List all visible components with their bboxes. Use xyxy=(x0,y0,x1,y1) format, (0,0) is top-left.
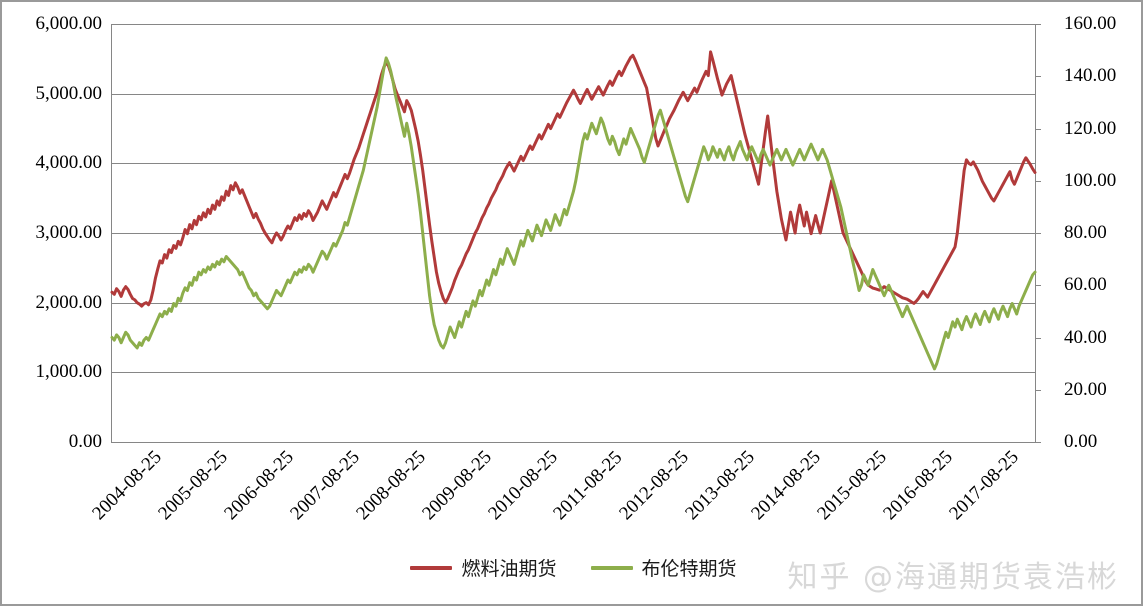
x-axis-tick-label: 2016-08-25 xyxy=(879,446,957,525)
x-axis-tick-label: 2006-08-25 xyxy=(220,446,298,525)
x-axis-tick-label: 2013-08-25 xyxy=(681,446,760,525)
x-axis-tick-label: 2005-08-25 xyxy=(154,446,232,525)
right-axis-tick-mark xyxy=(1035,442,1041,443)
right-axis-tick-mark xyxy=(1035,233,1041,234)
x-axis-tick-label: 2007-08-25 xyxy=(286,446,364,525)
left-axis-tick-label: 1,000.00 xyxy=(35,361,103,383)
right-axis-tick-label: 80.00 xyxy=(1064,222,1107,243)
left-axis-tick-label: 2,000.00 xyxy=(35,291,103,313)
right-axis-tick-mark xyxy=(1035,76,1041,78)
x-axis-tick-label: 2010-08-25 xyxy=(483,446,562,525)
right-axis-tick-label: 60.00 xyxy=(1064,274,1107,296)
right-axis-tick-mark xyxy=(1035,337,1041,339)
legend-item[interactable]: 燃料油期货 xyxy=(410,554,557,581)
legend-color-swatch xyxy=(590,565,633,570)
chart-legend: 燃料油期货 布伦特期货 xyxy=(2,554,1141,581)
x-axis-tick-label: 2008-08-25 xyxy=(351,446,430,525)
legend-label: 燃料油期货 xyxy=(461,558,557,580)
right-axis-tick-label: 160.00 xyxy=(1064,13,1117,34)
x-axis-tick-label: 2015-08-25 xyxy=(813,446,892,525)
right-axis-tick-mark xyxy=(1035,285,1041,287)
right-axis-tick-label: 20.00 xyxy=(1064,378,1107,400)
right-axis-tick-label: 40.00 xyxy=(1064,326,1107,348)
legend-label: 布伦特期货 xyxy=(641,558,737,580)
series-layer xyxy=(110,50,1037,371)
legend-color-swatch xyxy=(410,565,453,570)
right-axis-tick-mark xyxy=(1035,389,1041,391)
legend-item[interactable]: 布伦特期货 xyxy=(590,554,737,581)
x-axis-tick-label: 2014-08-25 xyxy=(747,446,826,525)
x-axis-tick-label: 2017-08-25 xyxy=(945,446,1023,525)
left-axis-line xyxy=(111,24,112,443)
left-axis-tick-label: 0.00 xyxy=(68,431,102,452)
right-axis-tick-mark xyxy=(1035,128,1041,130)
x-axis-tick-label: 2012-08-25 xyxy=(615,446,694,525)
right-axis-tick-mark xyxy=(1035,24,1041,25)
x-axis-tick-label: 2009-08-25 xyxy=(417,446,496,525)
right-axis-tick-label: 100.00 xyxy=(1064,169,1117,191)
right-axis-tick-label: 120.00 xyxy=(1064,117,1117,139)
x-axis-tick-label: 2011-08-25 xyxy=(549,447,627,525)
left-axis-tick-label: 4,000.00 xyxy=(35,152,103,174)
left-axis-tick-label: 6,000.00 xyxy=(35,13,103,34)
right-axis-tick-label: 140.00 xyxy=(1064,65,1117,87)
left-axis-tick-label: 5,000.00 xyxy=(35,82,103,104)
watermark-text: 知乎 @海通期货袁浩彬 xyxy=(787,560,1119,595)
x-axis-tick-label: 2004-08-25 xyxy=(88,446,166,525)
right-axis-tick-mark xyxy=(1035,180,1041,182)
right-axis-tick-label: 0.00 xyxy=(1064,431,1098,452)
series-line xyxy=(110,56,1037,371)
left-axis-tick-label: 3,000.00 xyxy=(35,222,103,243)
